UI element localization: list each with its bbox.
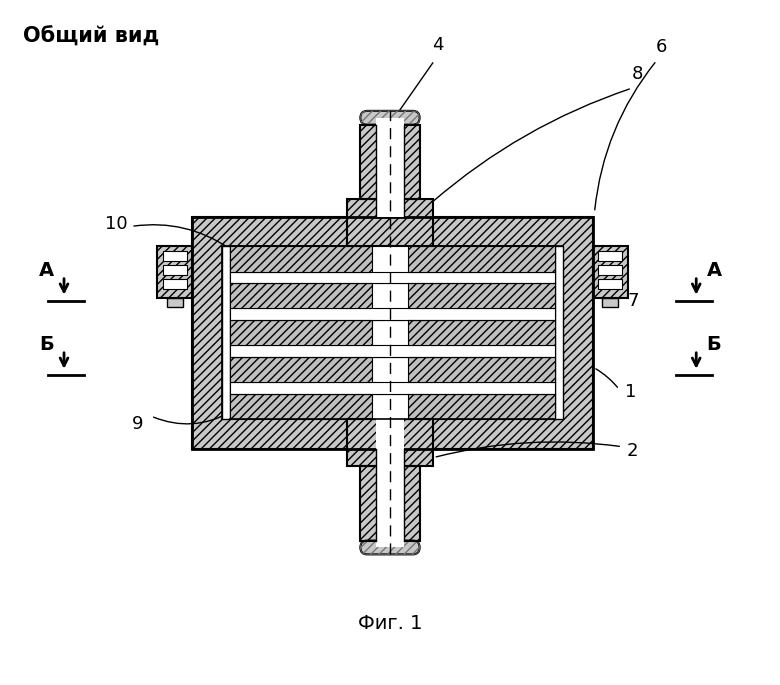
Bar [372, 246, 408, 272]
Bar [372, 308, 408, 320]
Bar [163, 279, 186, 288]
Bar [372, 272, 408, 283]
Bar [376, 419, 404, 547]
FancyBboxPatch shape [360, 540, 420, 554]
Bar [372, 357, 408, 382]
Text: 1: 1 [625, 384, 636, 401]
Bar [360, 466, 420, 540]
Bar [346, 419, 434, 466]
Text: А: А [39, 262, 54, 280]
Bar [598, 279, 622, 288]
Bar [372, 382, 408, 394]
Bar [193, 216, 593, 449]
Bar [598, 251, 622, 261]
Bar [222, 246, 230, 419]
Bar [376, 118, 404, 216]
Text: Общий вид: Общий вид [23, 27, 159, 47]
Bar [163, 251, 186, 261]
Text: Фиг. 1: Фиг. 1 [358, 614, 422, 633]
Bar [167, 297, 183, 308]
Bar [230, 345, 555, 357]
Text: Б: Б [707, 336, 722, 354]
Bar [408, 246, 555, 272]
Text: 8: 8 [631, 65, 643, 83]
Bar [593, 246, 628, 297]
Text: 2: 2 [627, 442, 639, 460]
Text: 4: 4 [431, 36, 443, 53]
Bar [408, 394, 555, 419]
Bar [360, 466, 420, 540]
Bar [346, 419, 434, 466]
Text: 9: 9 [133, 415, 144, 433]
FancyBboxPatch shape [360, 111, 420, 125]
Text: 10: 10 [105, 216, 128, 234]
Bar [408, 357, 555, 382]
Text: Б: Б [39, 336, 54, 354]
Text: 6: 6 [656, 38, 668, 55]
Bar [230, 357, 372, 382]
Bar [372, 394, 408, 419]
Bar [230, 394, 372, 419]
Bar [372, 345, 408, 357]
Text: 7: 7 [627, 292, 639, 310]
Bar [360, 125, 420, 199]
Bar [157, 246, 193, 297]
Bar [372, 283, 408, 308]
Bar [193, 216, 593, 449]
Bar [230, 382, 555, 394]
Bar [408, 283, 555, 308]
Bar [230, 272, 555, 283]
Bar [230, 283, 372, 308]
Bar [346, 199, 434, 246]
Bar [372, 320, 408, 345]
Bar [360, 125, 420, 199]
Bar [408, 320, 555, 345]
Bar [222, 246, 563, 419]
Bar [230, 246, 372, 272]
Bar [230, 320, 372, 345]
Text: А: А [707, 262, 722, 280]
Bar [230, 308, 555, 320]
Bar [602, 297, 619, 308]
Bar [157, 246, 193, 297]
Bar [346, 199, 434, 246]
Bar [163, 265, 186, 275]
Bar [598, 265, 622, 275]
Bar [593, 246, 628, 297]
Bar [555, 246, 563, 419]
